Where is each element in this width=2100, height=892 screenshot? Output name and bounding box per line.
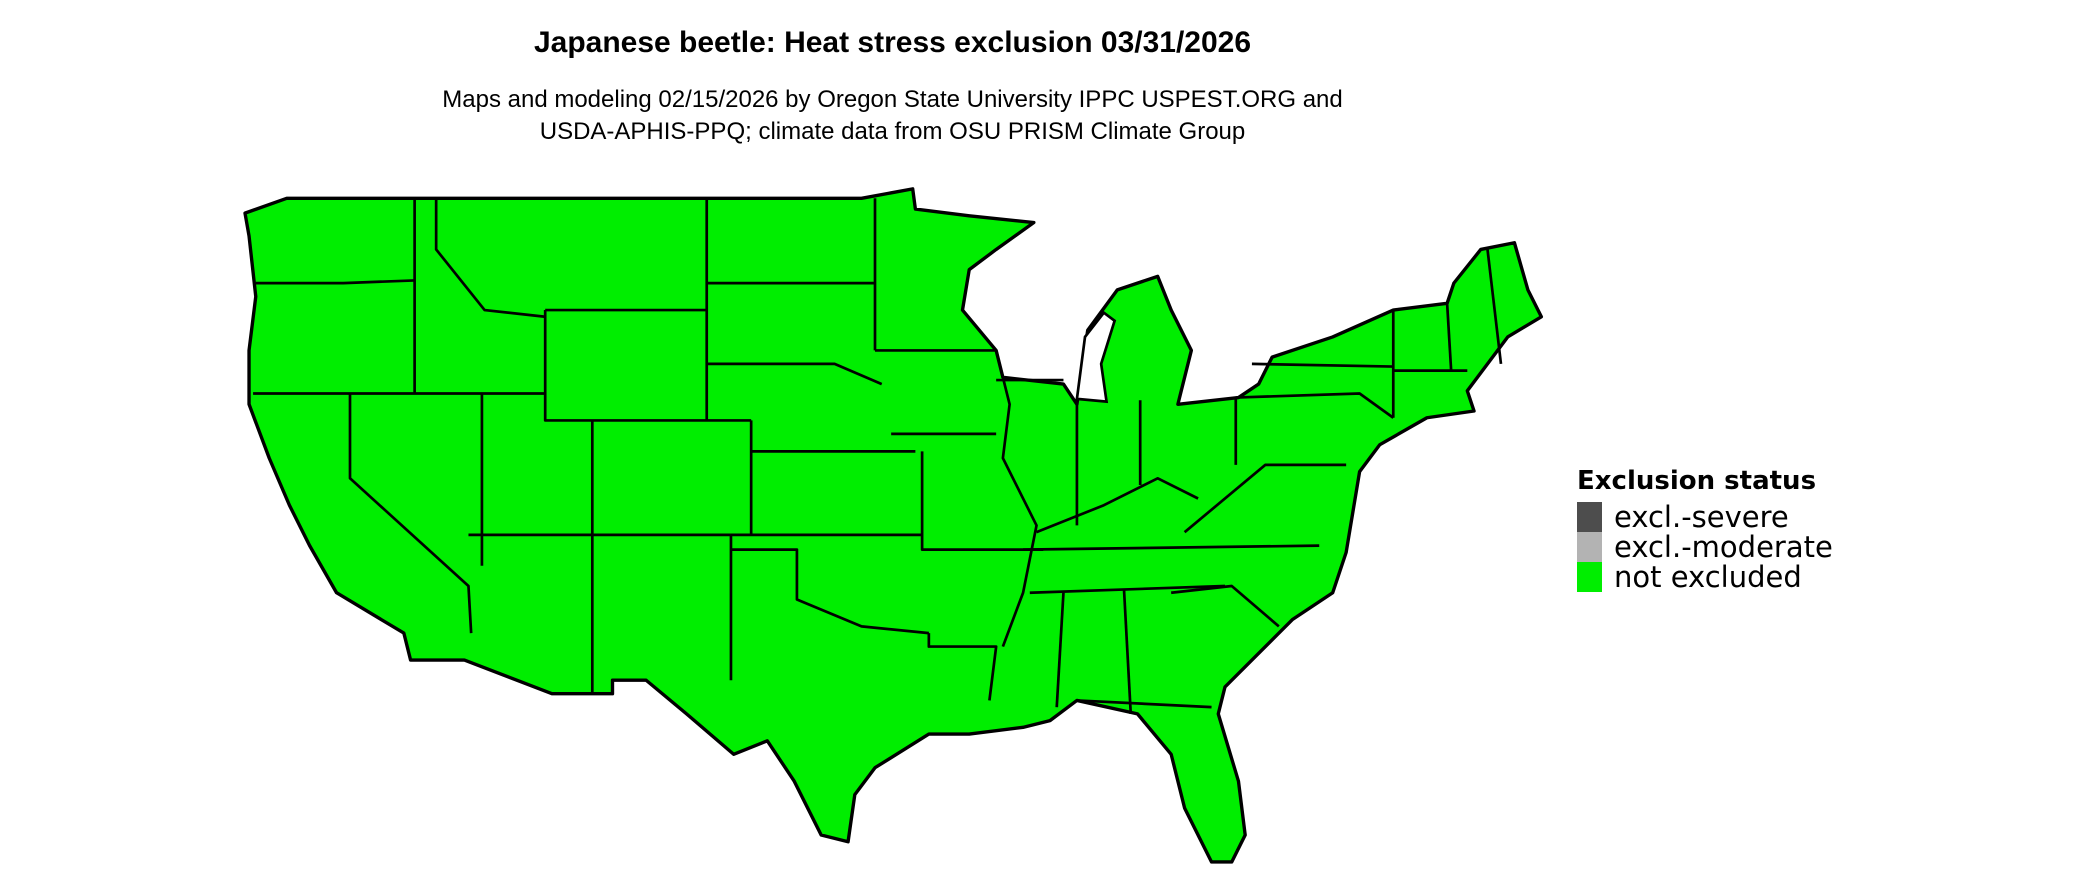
legend-swatch <box>1577 502 1602 532</box>
us-outline <box>243 187 1544 864</box>
legend-swatch <box>1577 562 1602 592</box>
subtitle-line-1: Maps and modeling 02/15/2026 by Oregon S… <box>442 86 1343 113</box>
subtitle-line-2: USDA-APHIS-PPQ; climate data from OSU PR… <box>539 118 1246 145</box>
state-borders <box>253 198 1503 714</box>
legend-item-not-excluded: not excluded <box>1577 562 1833 592</box>
legend-label: excl.-moderate <box>1614 530 1833 564</box>
map-subtitle: Maps and modeling 02/15/2026 by Oregon S… <box>0 84 1785 148</box>
legend-label: not excluded <box>1614 560 1802 594</box>
legend: Exclusion status excl.-severe excl.-mode… <box>1577 466 1833 592</box>
legend-title: Exclusion status <box>1577 466 1817 496</box>
lake-michigan <box>1075 310 1117 404</box>
legend-swatch <box>1577 532 1602 562</box>
map-title: Japanese beetle: Heat stress exclusion 0… <box>533 26 1252 59</box>
legend-item-moderate: excl.-moderate <box>1577 532 1833 562</box>
legend-item-severe: excl.-severe <box>1577 502 1833 532</box>
legend-label: excl.-severe <box>1614 500 1789 534</box>
